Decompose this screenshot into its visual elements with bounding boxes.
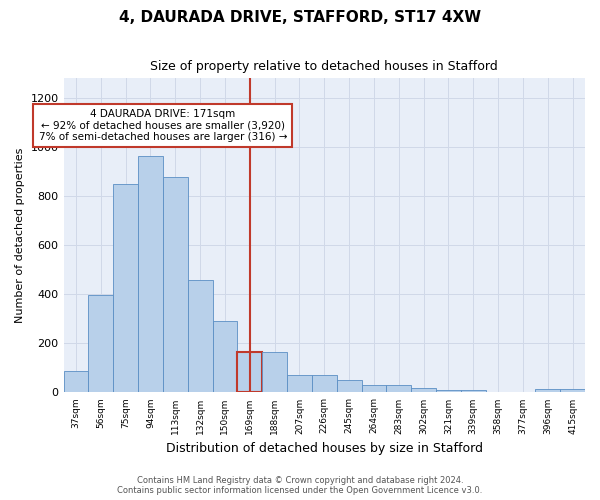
Bar [64,371,88,392]
Bar [411,388,436,392]
Title: Size of property relative to detached houses in Stafford: Size of property relative to detached ho… [151,60,498,73]
Bar [188,280,212,392]
Bar [436,390,461,392]
Bar [337,380,362,392]
Text: 4, DAURADA DRIVE, STAFFORD, ST17 4XW: 4, DAURADA DRIVE, STAFFORD, ST17 4XW [119,10,481,25]
Bar [386,384,411,392]
Bar [461,390,485,392]
Bar [312,376,337,392]
Bar [88,295,113,392]
Y-axis label: Number of detached properties: Number of detached properties [15,148,25,323]
Bar [362,384,386,392]
Text: Contains HM Land Registry data © Crown copyright and database right 2024.
Contai: Contains HM Land Registry data © Crown c… [118,476,482,495]
Bar [163,177,188,392]
Bar [535,388,560,392]
X-axis label: Distribution of detached houses by size in Stafford: Distribution of detached houses by size … [166,442,483,455]
Text: 4 DAURADA DRIVE: 171sqm
← 92% of detached houses are smaller (3,920)
7% of semi-: 4 DAURADA DRIVE: 171sqm ← 92% of detache… [38,109,287,142]
Bar [262,352,287,393]
Bar [113,184,138,392]
Bar [138,156,163,392]
Bar [560,388,585,392]
Bar [287,376,312,392]
Bar [212,322,238,392]
Bar [238,352,262,393]
